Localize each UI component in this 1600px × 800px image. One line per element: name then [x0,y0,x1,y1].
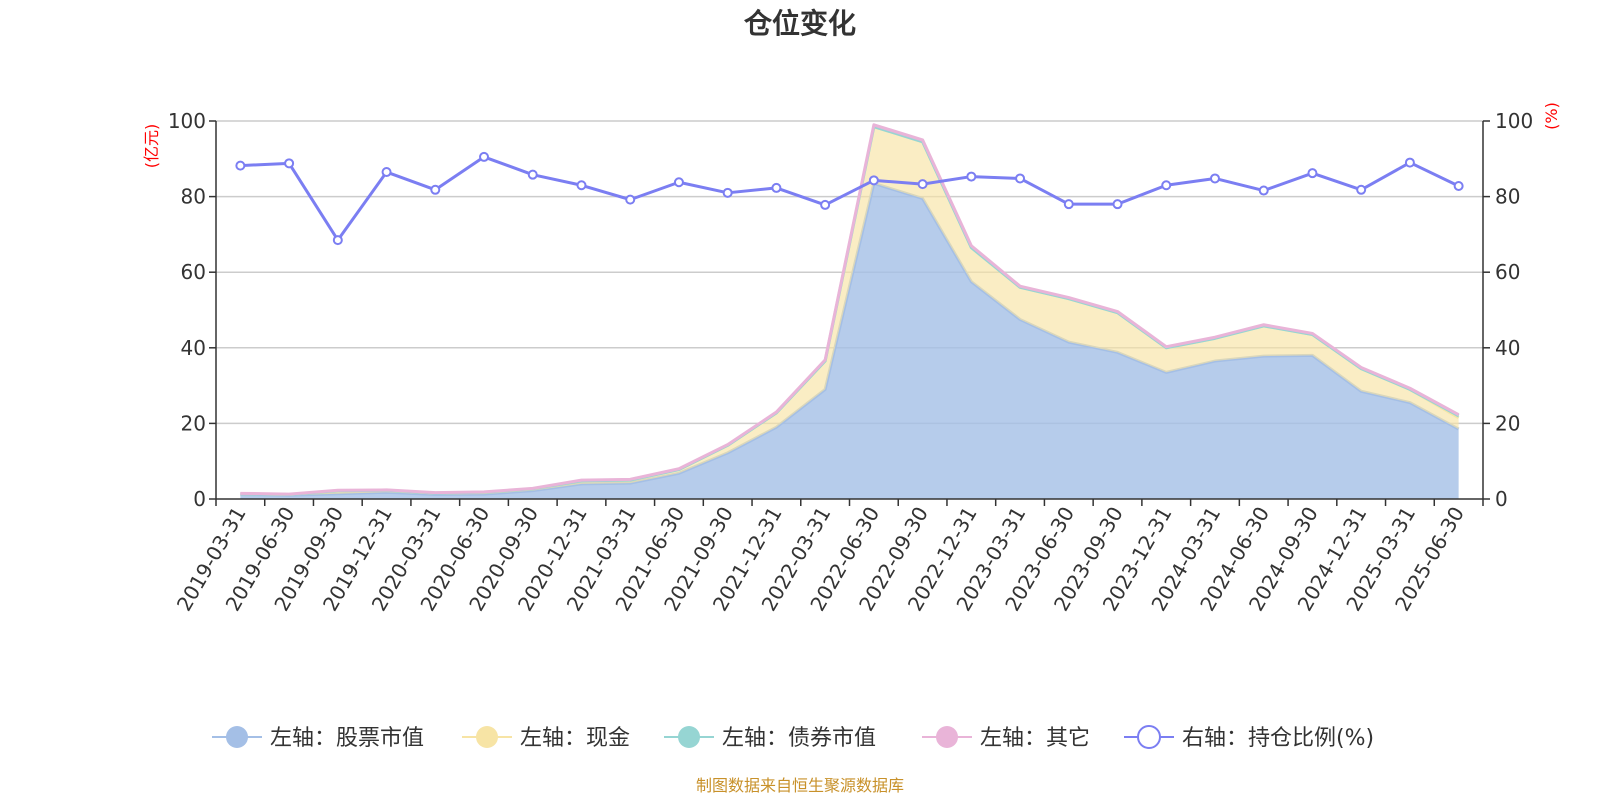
holding-ratio-point [576,180,587,191]
legend-marker [1137,725,1161,749]
chart-title: 仓位变化 [744,7,856,40]
holding-ratio-point [284,158,295,169]
area-series-3-line [240,123,1460,496]
legend-label: 右轴：持仓比例(%) [1182,726,1374,751]
holding-ratio-point [1307,168,1318,179]
holding-ratio-point [430,184,441,195]
right-axis-tick-label: 80 [1495,185,1520,209]
legend-marker [936,726,958,748]
holding-ratio-point [868,175,879,186]
legend-label: 左轴：其它 [980,726,1090,751]
holding-ratio-point [527,169,538,180]
right-axis-tick-label: 0 [1495,487,1508,511]
holding-ratio-point [1112,199,1123,210]
left-axis-tick-label: 80 [181,185,206,209]
holding-ratio-point [1404,157,1415,168]
holding-ratio-point [235,160,246,171]
holding-ratio-point [625,194,636,205]
right-axis-tick-label: 40 [1495,336,1520,360]
left-axis-tick-label: 20 [181,411,206,435]
holding-ratio-point [1063,199,1074,210]
holding-ratio-point [1209,173,1220,184]
left-axis-unit: (亿元) [142,124,161,169]
area-series-0 [240,183,1459,499]
right-axis-tick-label: 20 [1495,411,1520,435]
legend-label: 左轴：债券市值 [722,726,876,751]
holding-ratio-point [1161,180,1172,191]
holding-ratio-point [1015,173,1026,184]
holding-ratio-point [966,171,977,182]
right-axis-tick-label: 100 [1495,109,1533,133]
holding-ratio-path [240,155,1460,242]
holding-ratio-line [235,151,1464,246]
holding-ratio-point [479,151,490,162]
left-axis-tick-label: 40 [181,336,206,360]
holding-ratio-point [820,199,831,210]
legend-label: 左轴：现金 [520,726,630,751]
legend-marker [226,726,248,748]
holding-ratio-point [381,167,392,178]
source-note: 制图数据来自恒生聚源数据库 [696,776,904,795]
left-axis-tick-label: 100 [168,109,206,133]
holding-ratio-point [722,187,733,198]
stacked-areas [240,123,1460,499]
holding-ratio-point [1453,181,1464,192]
legend-marker [476,726,498,748]
holding-ratio-point [332,235,343,246]
right-axis-tick-label: 60 [1495,260,1520,284]
holding-ratio-point [917,179,928,190]
legend-marker [678,726,700,748]
right-axis-unit: (%) [1542,102,1561,130]
left-axis-tick-label: 60 [181,260,206,284]
legend: 左轴：股票市值 左轴：现金 左轴：债券市值 左轴：其它 右轴：持仓比例(%) [212,725,1374,751]
holding-ratio-point [771,182,782,193]
legend-label: 左轴：股票市值 [270,726,424,751]
holding-ratio-point [1356,184,1367,195]
holding-ratio-point [1258,185,1269,196]
left-axis-tick-label: 0 [193,487,206,511]
holding-ratio-point [673,177,684,188]
